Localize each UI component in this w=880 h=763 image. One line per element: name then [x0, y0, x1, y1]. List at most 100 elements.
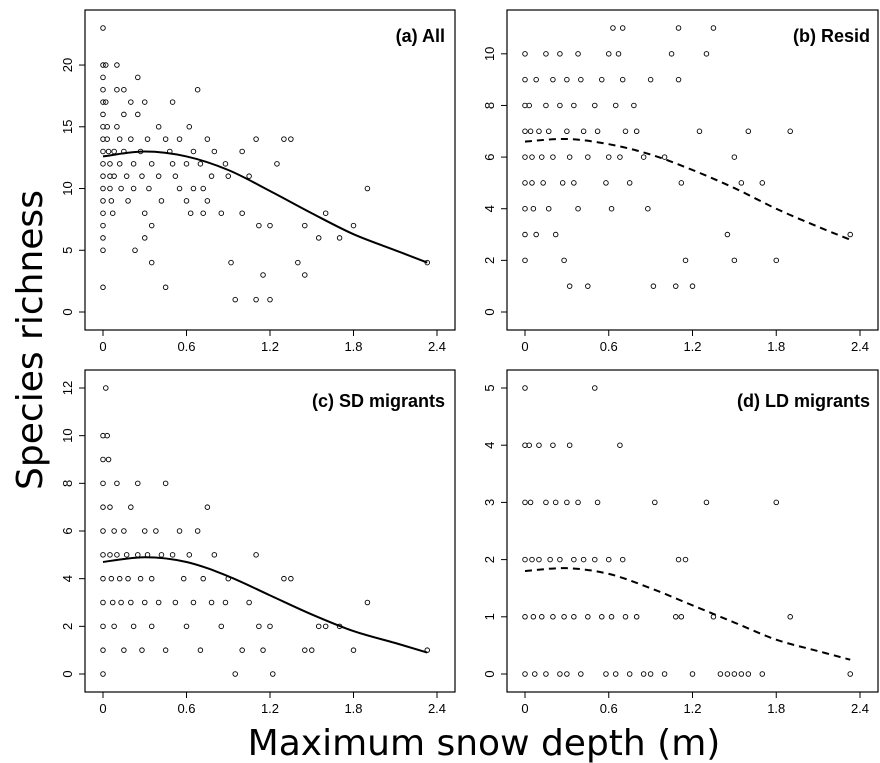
data-point: [103, 62, 109, 68]
fitted-curve: [102, 150, 428, 264]
data-point: [109, 210, 116, 216]
data-point: [172, 173, 179, 179]
data-point: [530, 614, 537, 620]
data-point: [650, 283, 657, 289]
data-point: [107, 504, 113, 510]
data-point: [281, 136, 287, 142]
data-point: [717, 671, 724, 677]
y-tick-label: 10: [60, 428, 75, 442]
data-point: [673, 283, 679, 289]
y-tick-label: 0: [482, 670, 497, 677]
data-point: [123, 552, 130, 558]
data-point: [100, 62, 106, 68]
data-point: [169, 552, 176, 558]
data-point: [787, 128, 793, 135]
data-point: [211, 552, 218, 558]
data-point: [564, 128, 570, 135]
fitted-curve: [524, 567, 851, 661]
data-point: [104, 136, 110, 142]
data-point: [162, 136, 169, 142]
y-tick-label: 0: [482, 308, 497, 315]
data-point: [121, 86, 127, 93]
data-point: [100, 247, 106, 254]
data-point: [847, 671, 853, 677]
y-tick-label: 6: [482, 153, 497, 160]
data-point: [606, 556, 612, 563]
data-point: [109, 599, 116, 606]
data-point: [121, 528, 127, 534]
data-point: [158, 552, 165, 558]
data-point: [121, 647, 127, 653]
y-tick-label: 2: [60, 623, 75, 630]
data-point: [610, 25, 616, 31]
data-point: [580, 556, 587, 563]
data-point: [682, 556, 689, 563]
data-point: [566, 442, 573, 448]
data-point: [626, 180, 633, 186]
y-tick-label: 8: [60, 480, 75, 487]
data-point: [364, 599, 371, 606]
x-tick-label: 1.8: [767, 701, 785, 716]
data-point: [104, 432, 110, 439]
data-point: [114, 124, 120, 130]
data-point: [190, 599, 197, 606]
data-point: [561, 257, 567, 264]
data-point: [114, 86, 120, 93]
data-point: [592, 102, 598, 109]
data-point: [617, 442, 623, 448]
data-point: [759, 180, 766, 186]
data-point: [295, 259, 301, 266]
data-point: [130, 185, 137, 192]
data-point: [114, 552, 120, 558]
data-point: [186, 552, 193, 558]
y-tick-label: 2: [482, 257, 497, 264]
data-point: [773, 257, 780, 264]
data-point: [103, 385, 109, 391]
data-point: [135, 480, 141, 487]
data-point: [633, 614, 640, 620]
data-point: [100, 599, 106, 606]
data-point: [661, 671, 668, 677]
plot-frame: [506, 369, 879, 693]
data-point: [281, 575, 287, 582]
data-point: [114, 62, 120, 68]
x-tick-label: 0: [521, 701, 528, 716]
x-tick-label: 0.6: [600, 701, 618, 716]
data-point: [148, 575, 155, 582]
data-point: [532, 671, 538, 677]
y-tick-label: 4: [482, 205, 497, 212]
data-point: [675, 25, 682, 31]
data-point: [141, 599, 148, 606]
data-point: [267, 222, 273, 229]
y-tick-label: 10: [60, 181, 75, 195]
data-point: [773, 499, 780, 506]
data-point: [100, 210, 106, 216]
data-point: [539, 614, 545, 620]
data-point: [759, 671, 766, 677]
data-point: [100, 575, 106, 582]
x-tick-label: 1.8: [344, 339, 362, 354]
data-point: [622, 614, 629, 620]
data-point: [100, 456, 106, 463]
data-point: [522, 556, 528, 563]
data-point: [253, 552, 259, 558]
data-point: [169, 161, 176, 167]
data-point: [246, 173, 252, 179]
data-point: [652, 499, 658, 506]
data-point: [703, 499, 710, 506]
data-point: [675, 76, 682, 83]
data-point: [100, 504, 106, 510]
data-point: [155, 173, 162, 179]
data-point: [100, 235, 106, 241]
data-point: [197, 161, 204, 167]
data-point: [571, 180, 577, 186]
data-point: [187, 210, 194, 216]
data-point: [738, 671, 745, 677]
data-point: [132, 247, 138, 254]
data-point: [111, 173, 117, 179]
x-tick-label: 2.4: [428, 701, 446, 716]
data-point: [183, 623, 190, 630]
data-point: [696, 128, 703, 135]
data-point: [552, 231, 559, 238]
data-point: [571, 614, 577, 620]
